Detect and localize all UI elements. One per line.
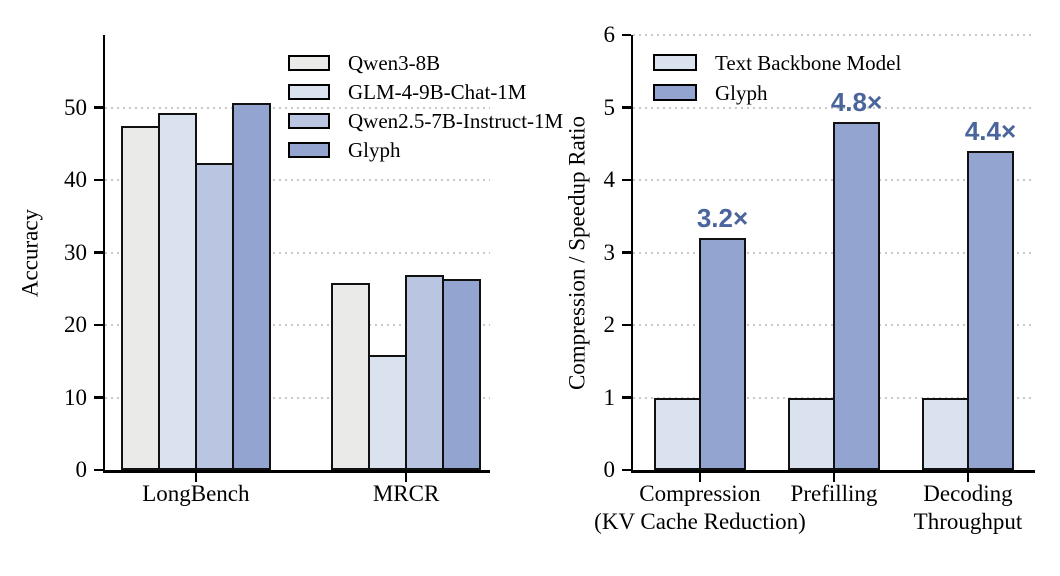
legend-label: Glyph	[348, 138, 401, 162]
bar-qwen2-5-7b-instruct-1m	[194, 162, 234, 470]
y-tick-label: 0	[603, 457, 616, 482]
y-tick-label: 5	[603, 94, 616, 120]
legend-swatch	[288, 113, 330, 129]
y-axis-spine	[630, 35, 633, 473]
y-tick-mark	[93, 396, 103, 399]
y-tick-label: 0	[75, 457, 88, 482]
bar-glyph	[699, 238, 746, 470]
legend-label: GLM-4-9B-Chat-1M	[348, 80, 527, 104]
y-tick-label: 30	[64, 239, 87, 265]
bar-qwen3-8b	[331, 282, 371, 470]
legend-swatch	[288, 55, 330, 71]
y-tick-label: 40	[64, 167, 87, 192]
x-tick-mark	[698, 472, 702, 482]
x-tick-mark	[832, 472, 836, 482]
y-tick-label: 4	[603, 167, 616, 192]
legend-swatch	[288, 84, 330, 100]
bar-qwen3-8b	[120, 126, 160, 470]
y-tick-label: 50	[64, 94, 87, 120]
plot-area	[105, 35, 490, 470]
legend-label: Text Backbone Model	[715, 50, 902, 75]
x-tick-mark	[966, 472, 970, 482]
gridline	[105, 179, 490, 181]
x-tick-mark	[194, 472, 198, 482]
gridline	[633, 34, 1035, 36]
bar-glm-4-9b-chat-1m	[157, 112, 197, 470]
bar-glyph	[442, 279, 482, 470]
gridline	[633, 106, 1035, 109]
bar-glyph	[833, 122, 880, 470]
bar-value-annotation: 4.4×	[964, 116, 1017, 146]
x-tick-label: Compression (KV Cache Reduction)	[594, 481, 806, 534]
y-tick-mark	[93, 106, 103, 109]
x-tick-mark	[404, 472, 408, 482]
bar-qwen2-5-7b-instruct-1m	[405, 274, 445, 470]
bar-glm-4-9b-chat-1m	[368, 355, 408, 470]
y-tick-mark	[93, 178, 103, 182]
y-tick-mark	[621, 468, 631, 472]
x-axis-spine	[630, 470, 1035, 473]
y-tick-mark	[93, 323, 103, 327]
y-axis-spine	[102, 35, 105, 473]
y-tick-label: 3	[603, 239, 616, 265]
y-tick-mark	[93, 251, 103, 254]
legend-label: Glyph	[715, 80, 768, 105]
x-tick-label: LongBench	[142, 481, 250, 506]
y-tick-mark	[93, 468, 103, 472]
bar-glyph	[231, 103, 271, 470]
gridline	[105, 251, 490, 254]
bar-text-backbone-model	[921, 397, 969, 470]
bar-text-backbone-model	[654, 397, 701, 470]
legend-label: Qwen3-8B	[348, 51, 441, 75]
bar-value-annotation: 3.2×	[696, 203, 749, 233]
y-tick-label: 20	[64, 312, 87, 337]
y-tick-mark	[621, 323, 631, 327]
bar-value-annotation: 4.8×	[830, 87, 883, 117]
x-tick-label: Decoding Throughput	[913, 481, 1023, 534]
gridline	[105, 324, 490, 326]
bar-text-backbone-model	[788, 397, 835, 470]
x-tick-label: Prefilling	[790, 481, 878, 506]
y-tick-mark	[621, 251, 631, 254]
x-axis-spine	[102, 470, 490, 473]
y-axis-label: Compression / Speedup Ratio	[564, 115, 589, 390]
y-tick-mark	[621, 178, 631, 182]
y-tick-label: 6	[603, 22, 616, 47]
y-tick-mark	[621, 106, 631, 109]
legend-swatch	[653, 84, 697, 101]
gridline	[105, 396, 490, 399]
plot-area: 3.2× 4.8× 4.4×	[633, 34, 1035, 470]
legend-label: Qwen2.5-7B-Instruct-1M	[348, 109, 564, 133]
legend-swatch	[288, 142, 330, 158]
gridline	[105, 106, 490, 109]
y-tick-label: 2	[603, 312, 616, 337]
y-tick-mark	[621, 33, 631, 37]
bar-glyph	[966, 151, 1014, 470]
y-tick-mark	[621, 396, 631, 399]
y-tick-label: 10	[64, 384, 87, 410]
y-tick-label: 1	[603, 384, 616, 410]
legend-swatch	[653, 54, 697, 71]
x-tick-label: MRCR	[372, 481, 440, 506]
